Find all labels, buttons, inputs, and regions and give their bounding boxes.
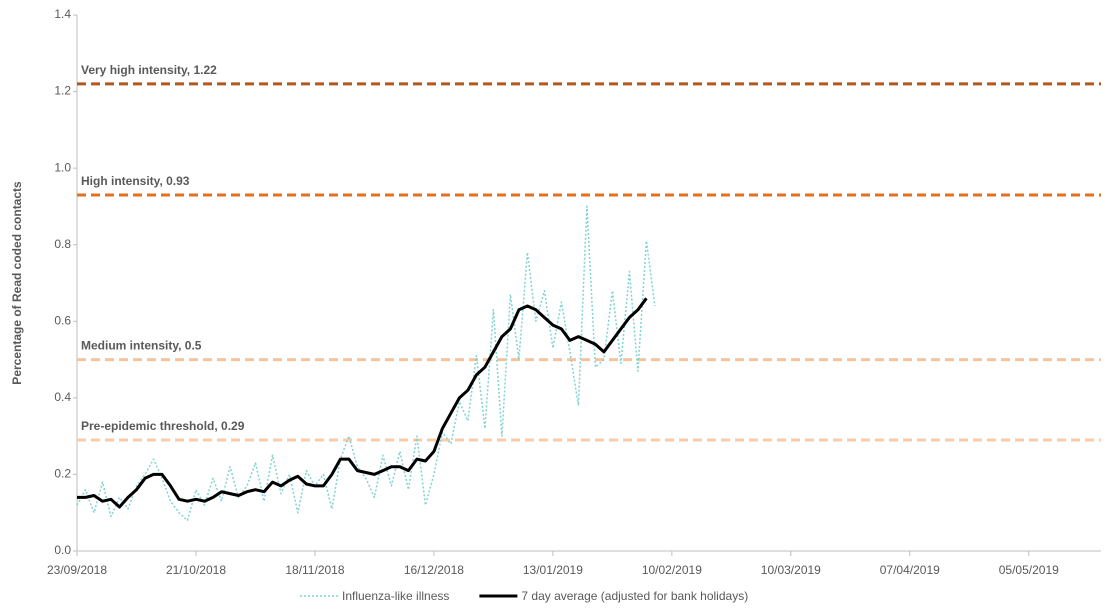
y-tick-label: 0.4 [54,390,71,404]
y-axis-label: Percentage of Read coded contacts [10,181,24,385]
threshold-label: Pre-epidemic threshold, 0.29 [81,419,245,433]
y-tick-label: 1.2 [54,84,71,98]
legend-label: Influenza-like illness [342,589,449,603]
y-tick-label: 1.0 [54,160,71,174]
x-tick-label: 10/03/2019 [761,563,821,577]
x-tick-label: 18/11/2018 [285,563,344,577]
x-tick-label: 16/12/2018 [404,563,464,577]
series-line [77,297,648,509]
legend-label: 7 day average (adjusted for bank holiday… [521,589,748,603]
x-tick-label: 23/09/2018 [47,563,107,577]
x-tick-label: 21/10/2018 [166,563,226,577]
y-tick-label: 1.4 [54,7,71,21]
x-tick-label: 05/05/2019 [999,563,1059,577]
y-tick-label: 0.6 [54,313,71,327]
x-tick-label: 10/02/2019 [642,563,702,577]
threshold-label: High intensity, 0.93 [81,174,190,188]
threshold-label: Very high intensity, 1.22 [81,63,217,77]
y-tick-label: 0.8 [54,237,71,251]
series-line [76,205,656,522]
x-tick-label: 07/04/2019 [880,563,940,577]
threshold-label: Medium intensity, 0.5 [81,339,202,353]
y-tick-label: 0.0 [54,543,71,557]
y-tick-label: 0.2 [54,467,71,481]
x-tick-label: 13/01/2019 [523,563,583,577]
